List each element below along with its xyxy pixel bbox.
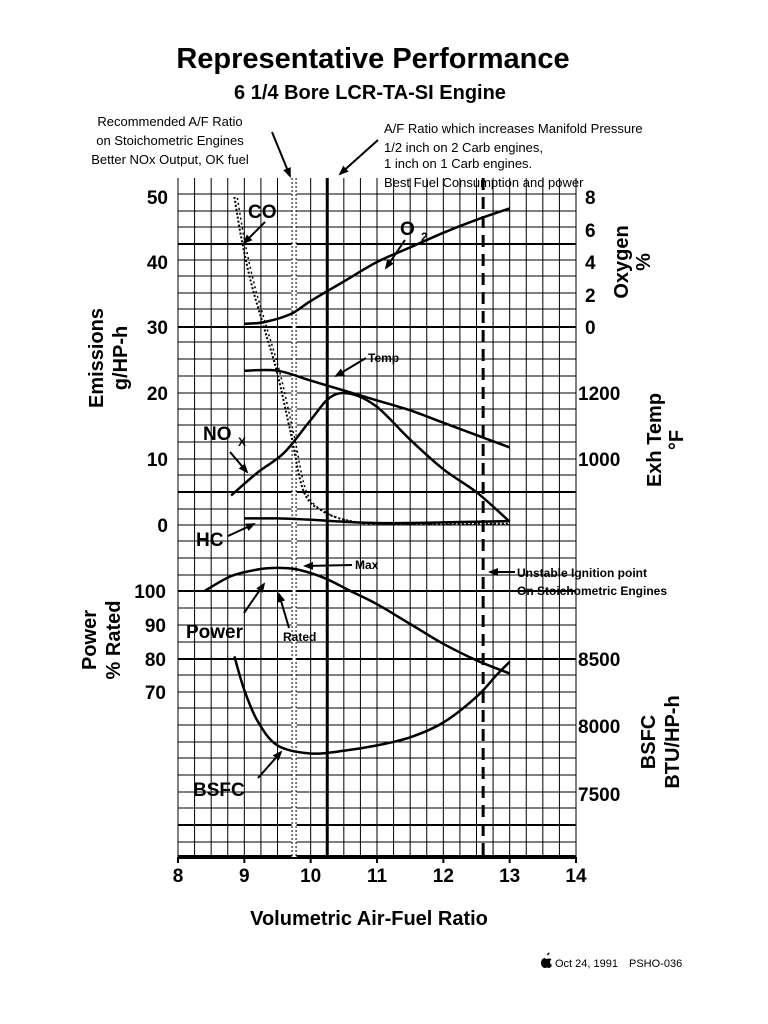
max-label: Max xyxy=(355,558,379,572)
nox-curve xyxy=(230,391,511,523)
co-label: CO xyxy=(248,202,277,223)
co-arrow xyxy=(242,221,266,245)
emissions-tick-label: 30 xyxy=(147,318,168,339)
oxygen-tick-label: 2 xyxy=(585,286,596,307)
hc-label: HC xyxy=(196,530,224,551)
bsfc-arrow xyxy=(257,750,283,779)
x-tick-label: 12 xyxy=(433,866,454,887)
bsfc-axis-label-line1: BSFC xyxy=(638,715,660,769)
exh-temp-axis-label-line1: Exh Temp xyxy=(644,393,666,487)
power-tick-label: 100 xyxy=(134,582,166,603)
recommended-af-note-line3: Better NOx Output, OK fuel xyxy=(91,152,249,167)
power-axis-label-line2: % Rated xyxy=(103,601,125,680)
oxygen-axis-label-line2: % xyxy=(633,253,655,271)
hc-curve xyxy=(244,517,510,525)
x-tick-label: 8 xyxy=(173,866,184,887)
o2-arrow xyxy=(384,239,406,270)
recommended-af-arrow xyxy=(271,131,291,178)
oxygen-tick-label: 4 xyxy=(585,253,596,274)
marker-lines xyxy=(291,178,485,857)
emissions-tick-label: 40 xyxy=(147,253,168,274)
recommended-af-note-line2: on Stoichometric Engines xyxy=(96,133,244,148)
oxygen-axis-label: Oxygen % xyxy=(611,225,655,298)
temp-curve xyxy=(244,368,511,449)
rated-arrow xyxy=(277,592,290,629)
oxygen-axis-label-line1: Oxygen xyxy=(611,225,633,298)
rated-label: Rated xyxy=(283,630,316,644)
emissions-axis-label-line1: Emissions xyxy=(86,308,108,408)
tick-labels: 5040302010010090807086420120010008500800… xyxy=(134,188,620,887)
exh-temp-axis-label: Exh Temp °F xyxy=(644,393,688,487)
hc-arrow xyxy=(227,523,256,537)
exh-temp-tick-label: 1200 xyxy=(578,384,620,405)
emissions-tick-label: 10 xyxy=(147,450,168,471)
footer: Oct 24, 1991 PSHO-036 xyxy=(541,952,682,970)
manifold-pressure-note-line2: 1/2 inch on 2 Carb engines, xyxy=(384,140,543,155)
exh-temp-axis-label-line2: °F xyxy=(666,430,688,450)
power-axis-label-line1: Power xyxy=(79,610,101,670)
footer-date: Oct 24, 1991 xyxy=(555,958,618,970)
nox-label-subscript: X xyxy=(238,435,246,449)
emissions-tick-label: 20 xyxy=(147,384,168,405)
bsfc-axis-label: BSFC BTU/HP-h xyxy=(638,695,684,788)
power-label: Power xyxy=(186,622,244,643)
unstable-ignition-line2: On Stoichometric Engines xyxy=(517,584,667,598)
power-tick-label: 70 xyxy=(145,683,166,704)
chart-curves xyxy=(203,196,513,755)
max-arrow xyxy=(303,561,353,570)
recommended-af-line-bg xyxy=(291,178,297,857)
recommended-af-note-line1: Recommended A/F Ratio xyxy=(97,114,242,129)
power-curve xyxy=(203,566,511,675)
bsfc-curve xyxy=(233,655,511,755)
emissions-axis-label-line2: g/HP-h xyxy=(110,326,132,390)
bsfc-axis-label-line2: BTU/HP-h xyxy=(662,695,684,788)
emissions-axis-label: Emissions g/HP-h xyxy=(86,308,132,408)
manifold-pressure-note-line1: A/F Ratio which increases Manifold Press… xyxy=(384,121,643,136)
power-arrow xyxy=(243,582,266,614)
oxygen-tick-label: 8 xyxy=(585,188,596,209)
x-tick-label: 13 xyxy=(499,866,520,887)
manifold-pressure-arrow xyxy=(338,139,379,176)
oxygen-tick-label: 0 xyxy=(585,318,596,339)
exh-temp-tick-label: 1000 xyxy=(578,450,620,471)
chart-grid xyxy=(177,178,577,863)
o2-label: O xyxy=(400,219,415,240)
unstable-ignition-line1: Unstable Ignition point xyxy=(517,566,647,580)
o2-label-subscript: 2 xyxy=(421,230,428,244)
bsfc-tick-label: 8500 xyxy=(578,650,620,671)
o2-curve xyxy=(244,207,511,326)
chart-title: Representative Performance xyxy=(176,43,569,75)
apple-logo-icon xyxy=(541,952,552,968)
bsfc-tick-label: 7500 xyxy=(578,785,620,806)
manifold-pressure-note: A/F Ratio which increases Manifold Press… xyxy=(384,121,643,190)
x-tick-label: 10 xyxy=(300,866,321,887)
bsfc-label: BSFC xyxy=(193,780,245,801)
chart-subtitle: 6 1/4 Bore LCR-TA-SI Engine xyxy=(234,82,506,104)
emissions-tick-label: 0 xyxy=(157,516,168,537)
power-axis-label: Power % Rated xyxy=(79,601,125,680)
nox-label: NO xyxy=(203,424,232,445)
power-tick-label: 90 xyxy=(145,616,166,637)
x-tick-label: 9 xyxy=(239,866,250,887)
x-tick-label: 14 xyxy=(565,866,587,887)
nox-arrow xyxy=(229,451,249,474)
bsfc-tick-label: 8000 xyxy=(578,717,620,738)
oxygen-tick-label: 6 xyxy=(585,221,596,242)
power-tick-label: 80 xyxy=(145,650,166,671)
x-tick-label: 11 xyxy=(367,866,388,887)
x-axis-label: Volumetric Air-Fuel Ratio xyxy=(250,908,488,930)
manifold-pressure-note-line3: 1 inch on 1 Carb engines. xyxy=(384,156,532,171)
footer-code: PSHO-036 xyxy=(629,958,682,970)
temp-label: Temp xyxy=(368,351,399,365)
temp-arrow xyxy=(334,357,367,378)
emissions-tick-label: 50 xyxy=(147,188,168,209)
recommended-af-note: Recommended A/F Ratio on Stoichometric E… xyxy=(91,114,249,167)
